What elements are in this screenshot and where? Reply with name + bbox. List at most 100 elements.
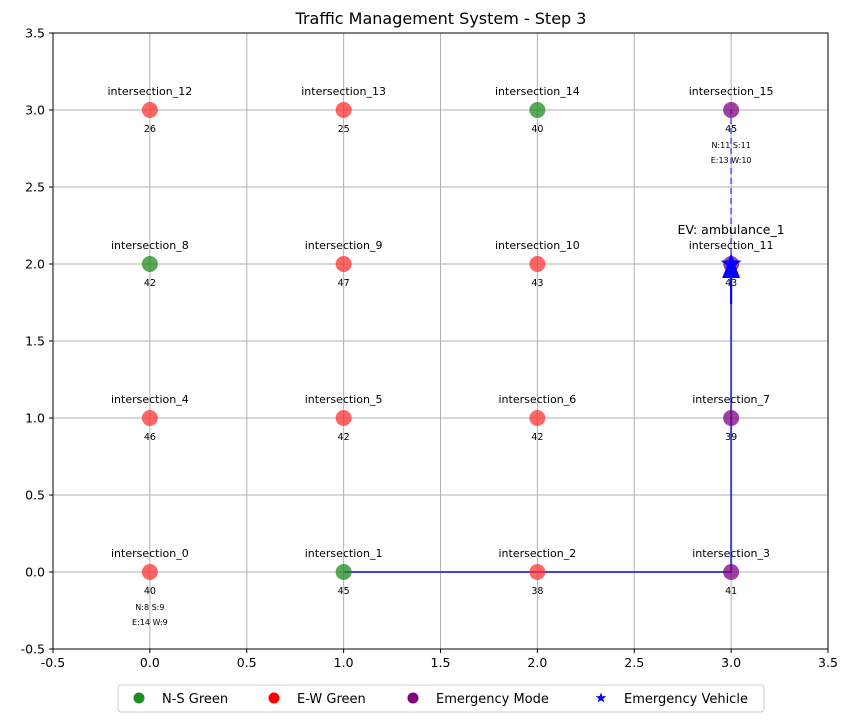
intersection-count: 45 (725, 124, 737, 135)
legend-circle-marker (133, 692, 145, 704)
intersection-marker (141, 102, 158, 118)
intersection-label: intersection_7 (692, 393, 770, 406)
intersection-label: intersection_6 (499, 393, 577, 406)
intersection-label: intersection_3 (692, 547, 770, 560)
chart-title: Traffic Management System - Step 3 (295, 9, 587, 28)
intersection-node: intersection_4 46 (111, 393, 189, 443)
intersection-count: 40 (144, 586, 156, 597)
legend-label: E-W Green (297, 692, 366, 707)
intersection-label: intersection_2 (499, 547, 577, 560)
intersection-marker (335, 410, 352, 426)
intersection-count: 47 (338, 278, 350, 289)
intersection-node: intersection_15 45 N:11 S:11 E:13 W:10 (689, 85, 774, 165)
intersection-marker (335, 256, 352, 272)
intersection-node: intersection_14 40 (495, 85, 580, 135)
intersection-count: 41 (725, 586, 737, 597)
intersection-node: intersection_1 45 (305, 547, 383, 597)
y-tick-label: 1.0 (25, 411, 45, 426)
intersection-node: intersection_9 47 (305, 239, 383, 289)
intersection-marker (141, 256, 158, 272)
x-tick-label: 1.0 (334, 655, 354, 670)
intersection-label: intersection_1 (305, 547, 383, 560)
intersection-label: intersection_13 (301, 85, 386, 98)
vehicle-label: EV: ambulance_1 (678, 222, 785, 237)
y-tick-label: 0.0 (25, 565, 45, 580)
intersection-marker (723, 564, 740, 580)
legend-item: Emergency Vehicle (595, 692, 748, 707)
intersection-label: intersection_14 (495, 85, 580, 98)
intersection-count: 43 (531, 278, 543, 289)
intersection-label: intersection_0 (111, 547, 189, 560)
intersection-node: intersection_10 43 (495, 239, 580, 289)
intersection-node: intersection_3 41 (692, 547, 770, 597)
intersection-count: 40 (531, 124, 543, 135)
legend-circle-marker (268, 692, 280, 704)
intersection-marker (529, 410, 546, 426)
legend-item: N-S Green (133, 692, 228, 707)
queue-ew-label: E:13 W:10 (711, 156, 752, 165)
legend-label: N-S Green (162, 692, 228, 707)
y-tick-label: 3.0 (25, 103, 45, 118)
intersection-marker (529, 102, 546, 118)
intersection-marker (529, 564, 546, 580)
legend-star-marker (595, 692, 607, 703)
vehicle-star-marker (720, 253, 742, 273)
intersection-count: 45 (338, 586, 350, 597)
legend-frame (117, 684, 765, 713)
intersection-marker (335, 102, 352, 118)
x-tick-label: 2.5 (624, 655, 644, 670)
intersection-node: intersection_0 40 N:8 S:9 E:14 W:9 (111, 547, 189, 627)
intersection-count: 26 (144, 124, 156, 135)
legend-circle-marker (407, 692, 419, 704)
intersection-count: 42 (531, 432, 543, 443)
x-tick-label: 2.0 (527, 655, 547, 670)
x-tick-label: 1.5 (431, 655, 451, 670)
intersection-marker (141, 410, 158, 426)
x-axis-ticks: -0.5 0.0 0.5 1.0 1.5 2.0 2.5 3.0 3.5 (41, 649, 838, 670)
intersection-marker (529, 256, 546, 272)
y-tick-label: 2.5 (25, 180, 45, 195)
y-tick-label: 3.5 (25, 26, 45, 41)
intersection-marker (723, 410, 740, 426)
intersection-label: intersection_9 (305, 239, 383, 252)
intersection-node: intersection_2 38 (499, 547, 577, 597)
intersection-label: intersection_4 (111, 393, 189, 406)
y-tick-label: 2.0 (25, 257, 45, 272)
intersection-label: intersection_8 (111, 239, 189, 252)
queue-ns-label: N:8 S:9 (135, 603, 164, 612)
grid (53, 33, 828, 649)
x-tick-label: 3.0 (721, 655, 741, 670)
queue-ns-label: N:11 S:11 (711, 141, 750, 150)
intersection-marker (723, 102, 740, 118)
intersection-label: intersection_12 (108, 85, 193, 98)
intersection-label: intersection_15 (689, 85, 774, 98)
queue-ew-label: E:14 W:9 (132, 618, 168, 627)
intersection-count: 42 (144, 278, 156, 289)
x-tick-label: 0.5 (237, 655, 257, 670)
x-tick-label: 3.5 (818, 655, 838, 670)
x-tick-label: 0.0 (140, 655, 160, 670)
intersection-count: 38 (531, 586, 543, 597)
intersection-label: intersection_5 (305, 393, 383, 406)
intersection-node: intersection_6 42 (499, 393, 577, 443)
intersection-node: intersection_13 25 (301, 85, 386, 135)
legend-label: Emergency Mode (436, 692, 549, 707)
intersection-count: 25 (338, 124, 350, 135)
x-tick-label: -0.5 (41, 655, 65, 670)
intersection-count: 46 (144, 432, 156, 443)
intersection-node: intersection_12 26 (108, 85, 193, 135)
intersection-marker (335, 564, 352, 580)
y-tick-label: -0.5 (21, 642, 45, 657)
intersection-count: 42 (338, 432, 350, 443)
intersection-node: intersection_5 42 (305, 393, 383, 443)
intersection-count: 39 (725, 432, 737, 443)
y-tick-label: 1.5 (25, 334, 45, 349)
intersection-label: intersection_11 (689, 239, 774, 252)
intersection-label: intersection_10 (495, 239, 580, 252)
y-axis-ticks: -0.5 0.0 0.5 1.0 1.5 2.0 2.5 3.0 3.5 (21, 26, 53, 657)
legend: N-S Green E-W Green Emergency Mode Emergenc… (117, 684, 765, 713)
legend-label: Emergency Vehicle (624, 692, 748, 707)
intersection-node: intersection_8 42 (111, 239, 189, 289)
